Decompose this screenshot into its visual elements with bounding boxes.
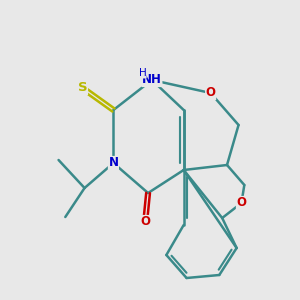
Text: O: O (236, 196, 246, 209)
Text: O: O (140, 215, 150, 229)
Text: O: O (206, 86, 216, 100)
Text: S: S (78, 82, 87, 94)
Text: H: H (139, 68, 146, 78)
Text: N: N (108, 157, 118, 169)
Text: NH: NH (142, 74, 162, 86)
